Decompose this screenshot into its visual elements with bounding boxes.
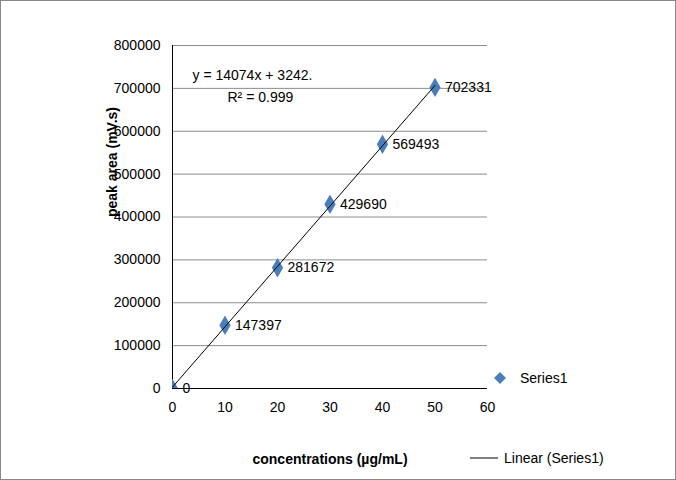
- svg-text:20: 20: [270, 399, 286, 415]
- svg-text:40: 40: [375, 399, 391, 415]
- svg-text:0: 0: [183, 380, 191, 396]
- svg-text:569493: 569493: [393, 136, 440, 152]
- svg-text:700000: 700000: [114, 80, 161, 96]
- svg-text:200000: 200000: [114, 294, 161, 310]
- svg-text:300000: 300000: [114, 251, 161, 267]
- svg-text:281672: 281672: [288, 259, 335, 275]
- svg-text:50: 50: [427, 399, 443, 415]
- svg-text:500000: 500000: [114, 166, 161, 182]
- svg-text:0: 0: [153, 380, 161, 396]
- svg-text:100000: 100000: [114, 337, 161, 353]
- svg-text:30: 30: [322, 399, 338, 415]
- svg-text:peak area (mV.s): peak area (mV.s): [104, 107, 120, 217]
- svg-text:702331: 702331: [445, 79, 492, 95]
- svg-text:400000: 400000: [114, 208, 161, 224]
- html-text:Linear (Series1): Linear (Series1): [504, 450, 604, 466]
- svg-text:60: 60: [480, 399, 496, 415]
- svg-text:y = 14074x + 3242.: y = 14074x + 3242.: [193, 67, 313, 83]
- svg-text:R² = 0.999: R² = 0.999: [228, 89, 294, 105]
- svg-text:600000: 600000: [114, 123, 161, 139]
- svg-text:concentrations (µg/mL): concentrations (µg/mL): [252, 451, 407, 467]
- svg-text:800000: 800000: [114, 37, 161, 53]
- svg-text:0: 0: [169, 399, 177, 415]
- svg-text:429690: 429690: [340, 196, 387, 212]
- svg-text:147397: 147397: [235, 317, 282, 333]
- html-text:Series1: Series1: [520, 370, 568, 386]
- svg-text:10: 10: [217, 399, 233, 415]
